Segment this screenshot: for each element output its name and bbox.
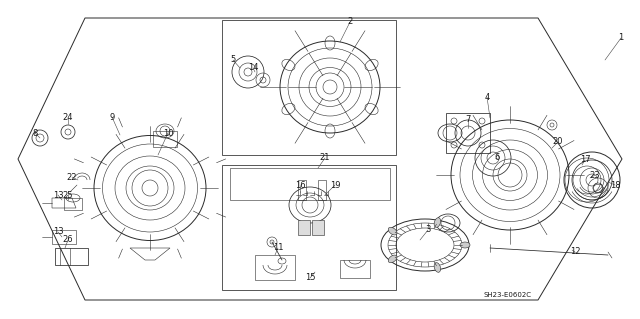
Bar bbox=[298, 220, 310, 235]
Bar bbox=[153, 131, 177, 147]
Ellipse shape bbox=[434, 263, 440, 272]
Bar bbox=[222, 20, 396, 155]
Bar bbox=[446, 113, 490, 153]
Text: 12: 12 bbox=[570, 248, 580, 256]
Text: 13: 13 bbox=[52, 227, 63, 236]
Ellipse shape bbox=[388, 227, 397, 235]
Text: 24: 24 bbox=[63, 114, 73, 122]
Text: 1: 1 bbox=[618, 33, 623, 42]
Text: 18: 18 bbox=[610, 181, 620, 189]
Text: 5: 5 bbox=[230, 56, 236, 64]
Text: 22: 22 bbox=[67, 173, 77, 182]
Text: SH23-E0602C: SH23-E0602C bbox=[483, 292, 531, 298]
Bar bbox=[318, 180, 326, 200]
Bar bbox=[64, 198, 82, 210]
Text: 16: 16 bbox=[294, 181, 305, 189]
Text: 13: 13 bbox=[52, 190, 63, 199]
Text: 8: 8 bbox=[32, 129, 38, 137]
Text: 4: 4 bbox=[484, 93, 490, 101]
Bar bbox=[230, 168, 390, 200]
Ellipse shape bbox=[460, 242, 470, 248]
Text: 3: 3 bbox=[426, 226, 431, 234]
Bar bbox=[55, 248, 88, 265]
Bar bbox=[222, 165, 396, 290]
Text: 21: 21 bbox=[320, 153, 330, 162]
Ellipse shape bbox=[434, 218, 440, 227]
Text: 14: 14 bbox=[248, 63, 259, 72]
Text: 19: 19 bbox=[330, 181, 340, 189]
Bar bbox=[312, 220, 324, 235]
Text: 23: 23 bbox=[589, 170, 600, 180]
Text: 25: 25 bbox=[63, 190, 73, 199]
Text: 26: 26 bbox=[63, 235, 74, 244]
Text: 17: 17 bbox=[580, 155, 590, 165]
Text: 2: 2 bbox=[348, 18, 353, 26]
Text: 9: 9 bbox=[109, 113, 115, 122]
Text: 6: 6 bbox=[494, 153, 500, 162]
Text: 20: 20 bbox=[553, 137, 563, 146]
Text: 11: 11 bbox=[273, 243, 284, 253]
Ellipse shape bbox=[388, 255, 397, 263]
Text: 15: 15 bbox=[305, 273, 316, 283]
Text: 7: 7 bbox=[465, 115, 470, 124]
Text: 10: 10 bbox=[163, 129, 173, 137]
Bar bbox=[298, 180, 306, 200]
